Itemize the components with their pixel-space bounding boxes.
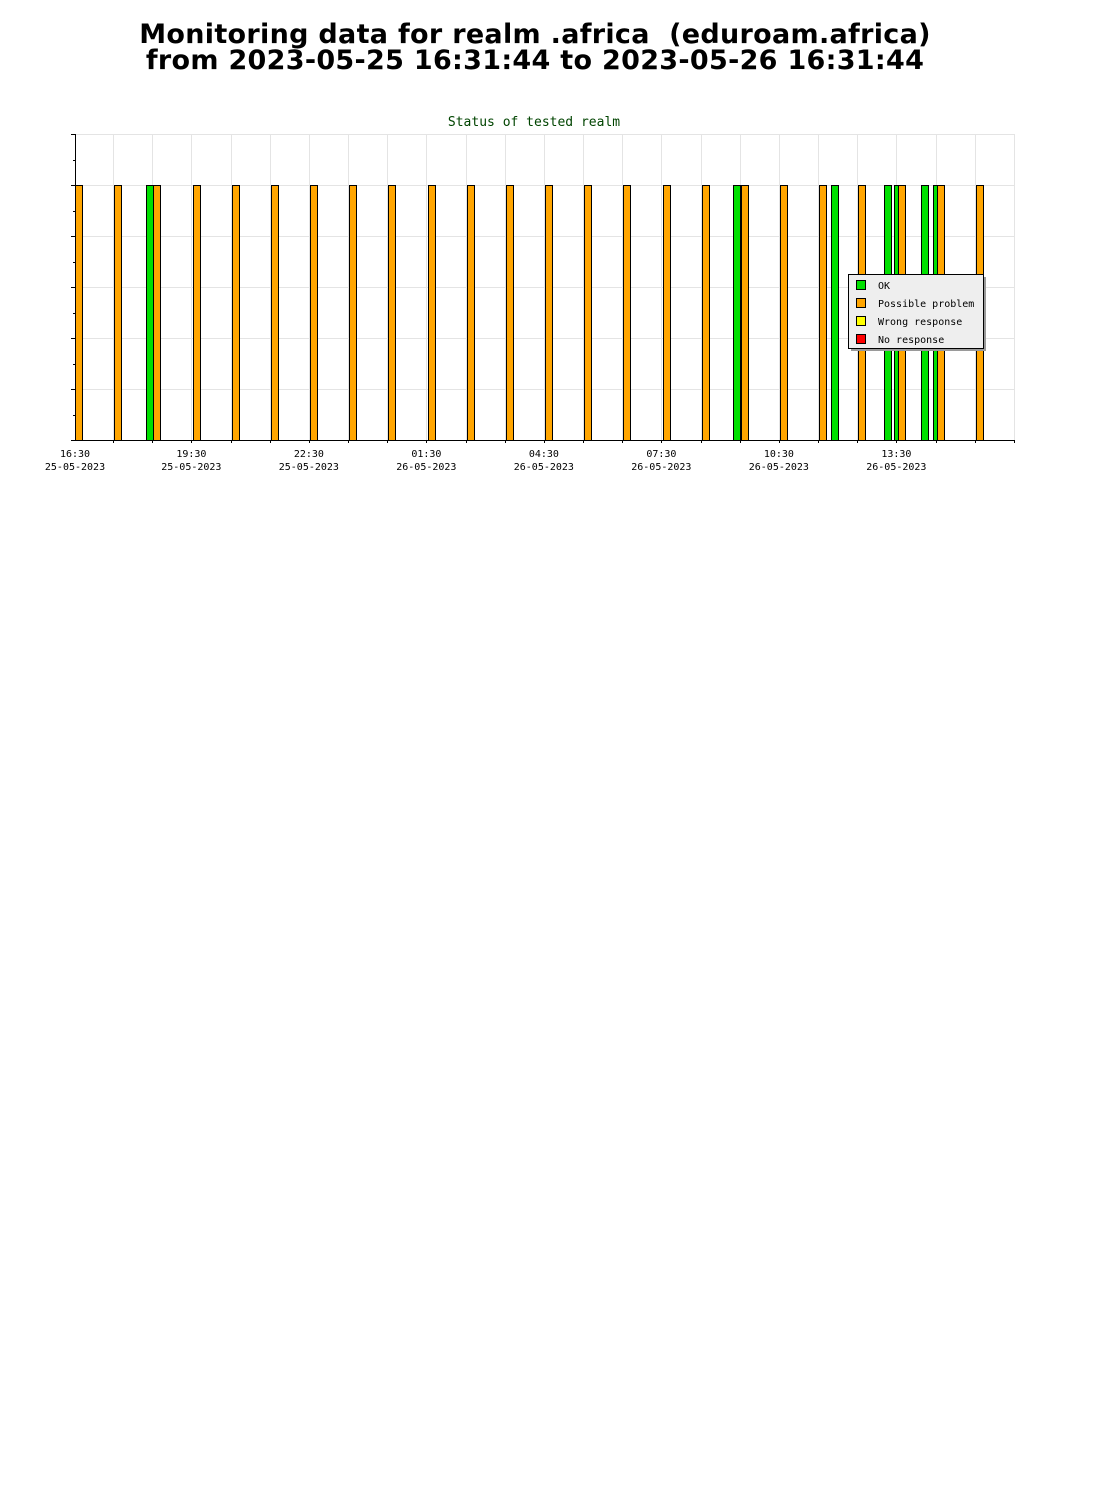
legend-label: OK <box>878 281 890 292</box>
chart-legend: OK Possible problem Wrong response No respo… <box>848 274 986 351</box>
bar-possible-problem <box>545 185 553 441</box>
x-tick-label-time: 07:30 <box>646 449 676 460</box>
x-tick-label-time: 10:30 <box>764 449 794 460</box>
bar-possible-problem <box>388 185 396 441</box>
header-title-line: Monitoring data for realm .africa (eduro… <box>139 19 931 50</box>
x-tick-label-time: 16:30 <box>60 449 90 460</box>
x-tick-label-date: 25-05-2023 <box>45 462 105 473</box>
x-tick-label-date: 26-05-2023 <box>514 462 574 473</box>
bar-possible-problem <box>467 185 475 441</box>
bar-possible-problem <box>75 185 83 441</box>
bar-possible-problem <box>232 185 240 441</box>
page-header: Monitoring data for realm .africa (eduro… <box>0 19 1070 76</box>
legend-label: Possible problem <box>878 299 974 310</box>
bar-possible-problem <box>506 185 514 441</box>
bar-possible-problem <box>428 185 436 441</box>
x-tick-label-time: 22:30 <box>294 449 324 460</box>
legend-swatch <box>856 280 866 290</box>
legend-swatch <box>856 298 866 308</box>
bar-possible-problem <box>702 185 710 441</box>
bar-possible-problem <box>114 185 122 441</box>
bar-possible-problem <box>193 185 201 441</box>
legend-swatch <box>856 316 866 326</box>
x-tick-label-date: 26-05-2023 <box>396 462 456 473</box>
bar-ok <box>831 185 839 441</box>
legend-box <box>848 274 984 349</box>
header-range-line: from 2023-05-25 16:31:44 to 2023-05-26 1… <box>145 45 925 76</box>
bar-possible-problem <box>741 185 749 441</box>
x-tick-label-time: 04:30 <box>529 449 559 460</box>
x-tick-label-time: 13:30 <box>881 449 911 460</box>
bar-possible-problem <box>271 185 279 441</box>
bar-ok <box>733 185 741 441</box>
bar-ok <box>146 185 154 441</box>
legend-swatch <box>856 334 866 344</box>
bar-possible-problem <box>623 185 631 441</box>
chart-axes <box>71 134 1015 443</box>
legend-label: Wrong response <box>878 317 962 328</box>
bar-possible-problem <box>349 185 357 441</box>
x-tick-label-time: 01:30 <box>411 449 441 460</box>
x-tick-label-time: 19:30 <box>176 449 206 460</box>
x-tick-label-date: 26-05-2023 <box>866 462 926 473</box>
bar-possible-problem <box>153 185 161 441</box>
bar-possible-problem <box>584 185 592 441</box>
x-axis-labels: 16:30 25-05-2023 19:30 25-05-2023 22:30 25-05… <box>45 449 927 473</box>
bar-possible-problem <box>663 185 671 441</box>
status-chart: Status of tested realm 16:30 25-05-2023 19… <box>45 115 1015 473</box>
bar-possible-problem <box>819 185 827 441</box>
chart-bars <box>75 185 984 441</box>
x-tick-label-date: 26-05-2023 <box>749 462 809 473</box>
x-tick-label-date: 25-05-2023 <box>161 462 221 473</box>
bar-possible-problem <box>780 185 788 441</box>
x-tick-label-date: 25-05-2023 <box>279 462 339 473</box>
legend-label: No response <box>878 335 944 346</box>
bar-possible-problem <box>310 185 318 441</box>
chart-title: Status of tested realm <box>448 115 620 130</box>
x-tick-label-date: 26-05-2023 <box>631 462 691 473</box>
